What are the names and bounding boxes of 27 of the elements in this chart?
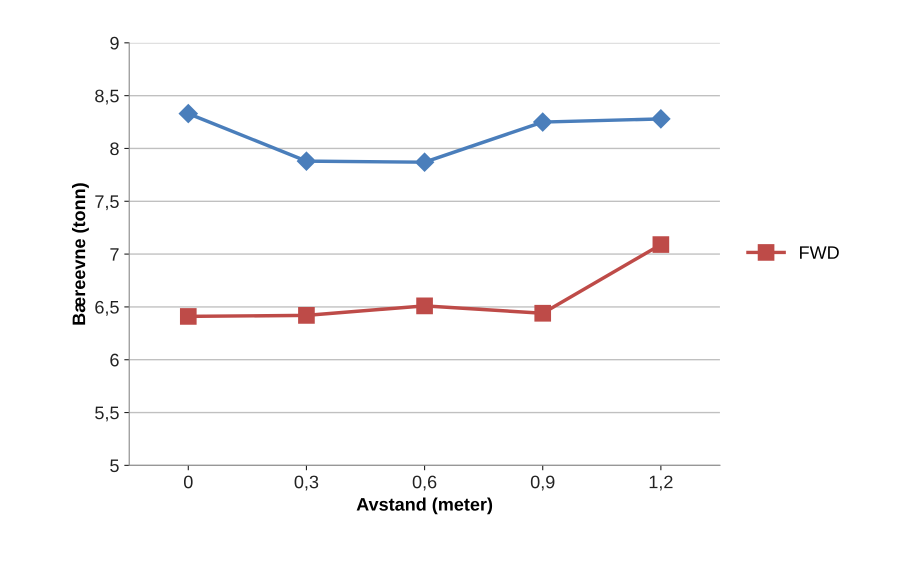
point: [534, 304, 552, 322]
point: [415, 152, 434, 172]
y-tick-label: 8,5: [95, 90, 119, 104]
y-tick-label: 7,5: [95, 195, 119, 210]
point: [298, 307, 315, 324]
point: [180, 308, 197, 325]
point: [178, 104, 198, 124]
y-tick-label: 6,5: [95, 300, 119, 316]
y-axis-title: Bæreevne (tonn): [72, 183, 89, 325]
x-tick-label: 1,2: [650, 476, 673, 490]
y-tick-label: 5: [110, 459, 119, 472]
x-tick-label: 0,3: [294, 476, 318, 490]
y-tick-label: 7: [110, 248, 119, 261]
y-tick-label: 6: [110, 354, 119, 366]
x-tick-label: 0,9: [530, 476, 554, 490]
legend-label: FWD: [800, 246, 839, 259]
point: [652, 236, 670, 253]
x-tick-label: 0,6: [412, 476, 436, 490]
point: [416, 298, 433, 314]
point: [651, 109, 670, 128]
y-tick-label: 8: [110, 142, 119, 156]
x-axis-title: Avstand (meter): [356, 497, 492, 514]
point: [533, 112, 552, 132]
x-tick-label: 0: [184, 476, 193, 488]
y-tick-label: 5,5: [95, 406, 119, 422]
y-tick-label: 9: [110, 36, 119, 50]
point: [296, 152, 316, 171]
